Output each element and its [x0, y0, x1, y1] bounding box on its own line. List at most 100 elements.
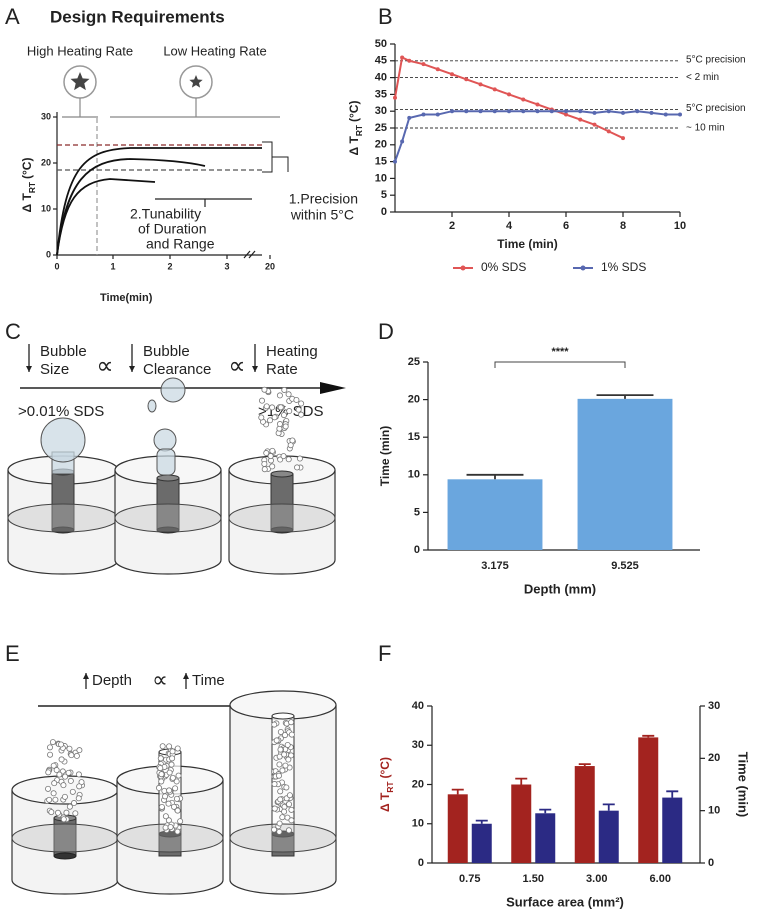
- point: [421, 112, 426, 117]
- bubble: [280, 453, 287, 460]
- bubble: [75, 771, 82, 778]
- annotation: 1.Precision: [289, 191, 358, 207]
- bubble: [166, 769, 173, 776]
- axis-title: Time(min): [100, 292, 153, 304]
- tube-top: [271, 712, 295, 720]
- bubble: [56, 771, 63, 778]
- bubble: [279, 814, 286, 821]
- bubble: [40, 417, 86, 463]
- axis-break: [248, 250, 256, 259]
- bracket: [262, 141, 273, 173]
- bar: [662, 797, 683, 863]
- axis-title-part: (°C): [347, 101, 361, 122]
- error-bar: [642, 734, 655, 738]
- point: [492, 87, 497, 92]
- water-surface: [114, 503, 222, 533]
- water-surface: [11, 823, 119, 853]
- bubble: [65, 769, 72, 776]
- y-tick-label: 5: [381, 189, 387, 201]
- bubble: [281, 751, 288, 758]
- diagram-label: Bubble: [40, 343, 87, 360]
- schematic-curve: [56, 158, 206, 256]
- point: [400, 55, 405, 60]
- axis-title: Depth (mm): [524, 581, 596, 596]
- bubble: [276, 820, 283, 827]
- bubble: [277, 746, 284, 753]
- bubble: [166, 743, 173, 750]
- axis-title-part: Δ T: [347, 136, 361, 156]
- bubble: [271, 826, 278, 833]
- y-tick-label: 20: [375, 139, 387, 151]
- bubble: [162, 793, 169, 800]
- diagram-label: Bubble: [143, 343, 190, 360]
- point: [663, 112, 668, 117]
- bubble: [66, 803, 73, 810]
- tube-top: [270, 470, 294, 478]
- y-tick-label: 30: [708, 700, 720, 712]
- bubble: [282, 762, 289, 769]
- bubble: [174, 807, 181, 814]
- y-tick-label: 15: [375, 156, 387, 168]
- x-tick-label: 3.175: [481, 560, 509, 572]
- significance-label: ****: [551, 346, 569, 358]
- bubble: [276, 761, 283, 768]
- diagram-label: High Heating Rate: [27, 43, 133, 58]
- y-tick-label: 35: [375, 88, 387, 100]
- bubble: [50, 762, 57, 769]
- bubble: [67, 777, 74, 784]
- bubble: [158, 771, 165, 778]
- bubble: [276, 392, 283, 399]
- bubble: [162, 824, 169, 831]
- water-surface: [7, 503, 119, 533]
- relation-symbol: ∝: [228, 352, 245, 379]
- axis-title: Surface area (mm²): [506, 894, 624, 909]
- bubble: [170, 803, 177, 810]
- bubble: [167, 824, 174, 831]
- relation-symbol: ∝: [96, 352, 113, 379]
- x-tick-label: 9.525: [611, 560, 639, 572]
- y-tick-label: 10: [412, 818, 424, 830]
- bubble: [147, 399, 157, 413]
- bar: [447, 479, 543, 550]
- point: [606, 129, 611, 134]
- bar: [447, 794, 468, 863]
- bubble: [169, 748, 176, 755]
- bubble: [58, 741, 65, 748]
- bubble: [284, 814, 291, 821]
- bubble: [160, 377, 186, 403]
- bubble: [295, 406, 302, 413]
- legend-label: 1% SDS: [601, 260, 646, 274]
- bubble: [286, 408, 293, 415]
- y-tick-label: 20: [408, 394, 420, 406]
- legend-swatch: [580, 265, 586, 271]
- axis-title: Time (min): [736, 752, 751, 818]
- bubble: [283, 784, 290, 791]
- bubble: [261, 466, 268, 473]
- y-tick-label: 10: [708, 805, 720, 817]
- axis-title: Time (min): [497, 237, 557, 251]
- bubble: [285, 827, 292, 834]
- y-tick-label: 5: [414, 506, 420, 518]
- error-bar: [515, 777, 528, 785]
- point: [535, 102, 540, 107]
- point: [549, 109, 554, 114]
- bubble: [48, 809, 55, 816]
- bubble: [162, 813, 169, 820]
- x-tick-label: 4: [506, 220, 513, 232]
- bracket: [272, 156, 289, 172]
- y-tick-label: 30: [412, 739, 424, 751]
- arrow-head: [183, 673, 189, 679]
- bubble: [288, 806, 295, 813]
- axis-title-part: (°C): [378, 757, 392, 778]
- point: [578, 109, 583, 114]
- panel-label: B: [378, 4, 393, 29]
- bubble: [60, 782, 67, 789]
- point: [521, 97, 526, 102]
- bubble: [71, 800, 78, 807]
- bubble: [269, 463, 276, 470]
- panel-label: C: [5, 319, 21, 344]
- bubble: [281, 732, 288, 739]
- axis-title: Δ TRT (°C): [20, 158, 37, 213]
- diagram-label: Clearance: [143, 361, 211, 378]
- bar: [638, 737, 659, 863]
